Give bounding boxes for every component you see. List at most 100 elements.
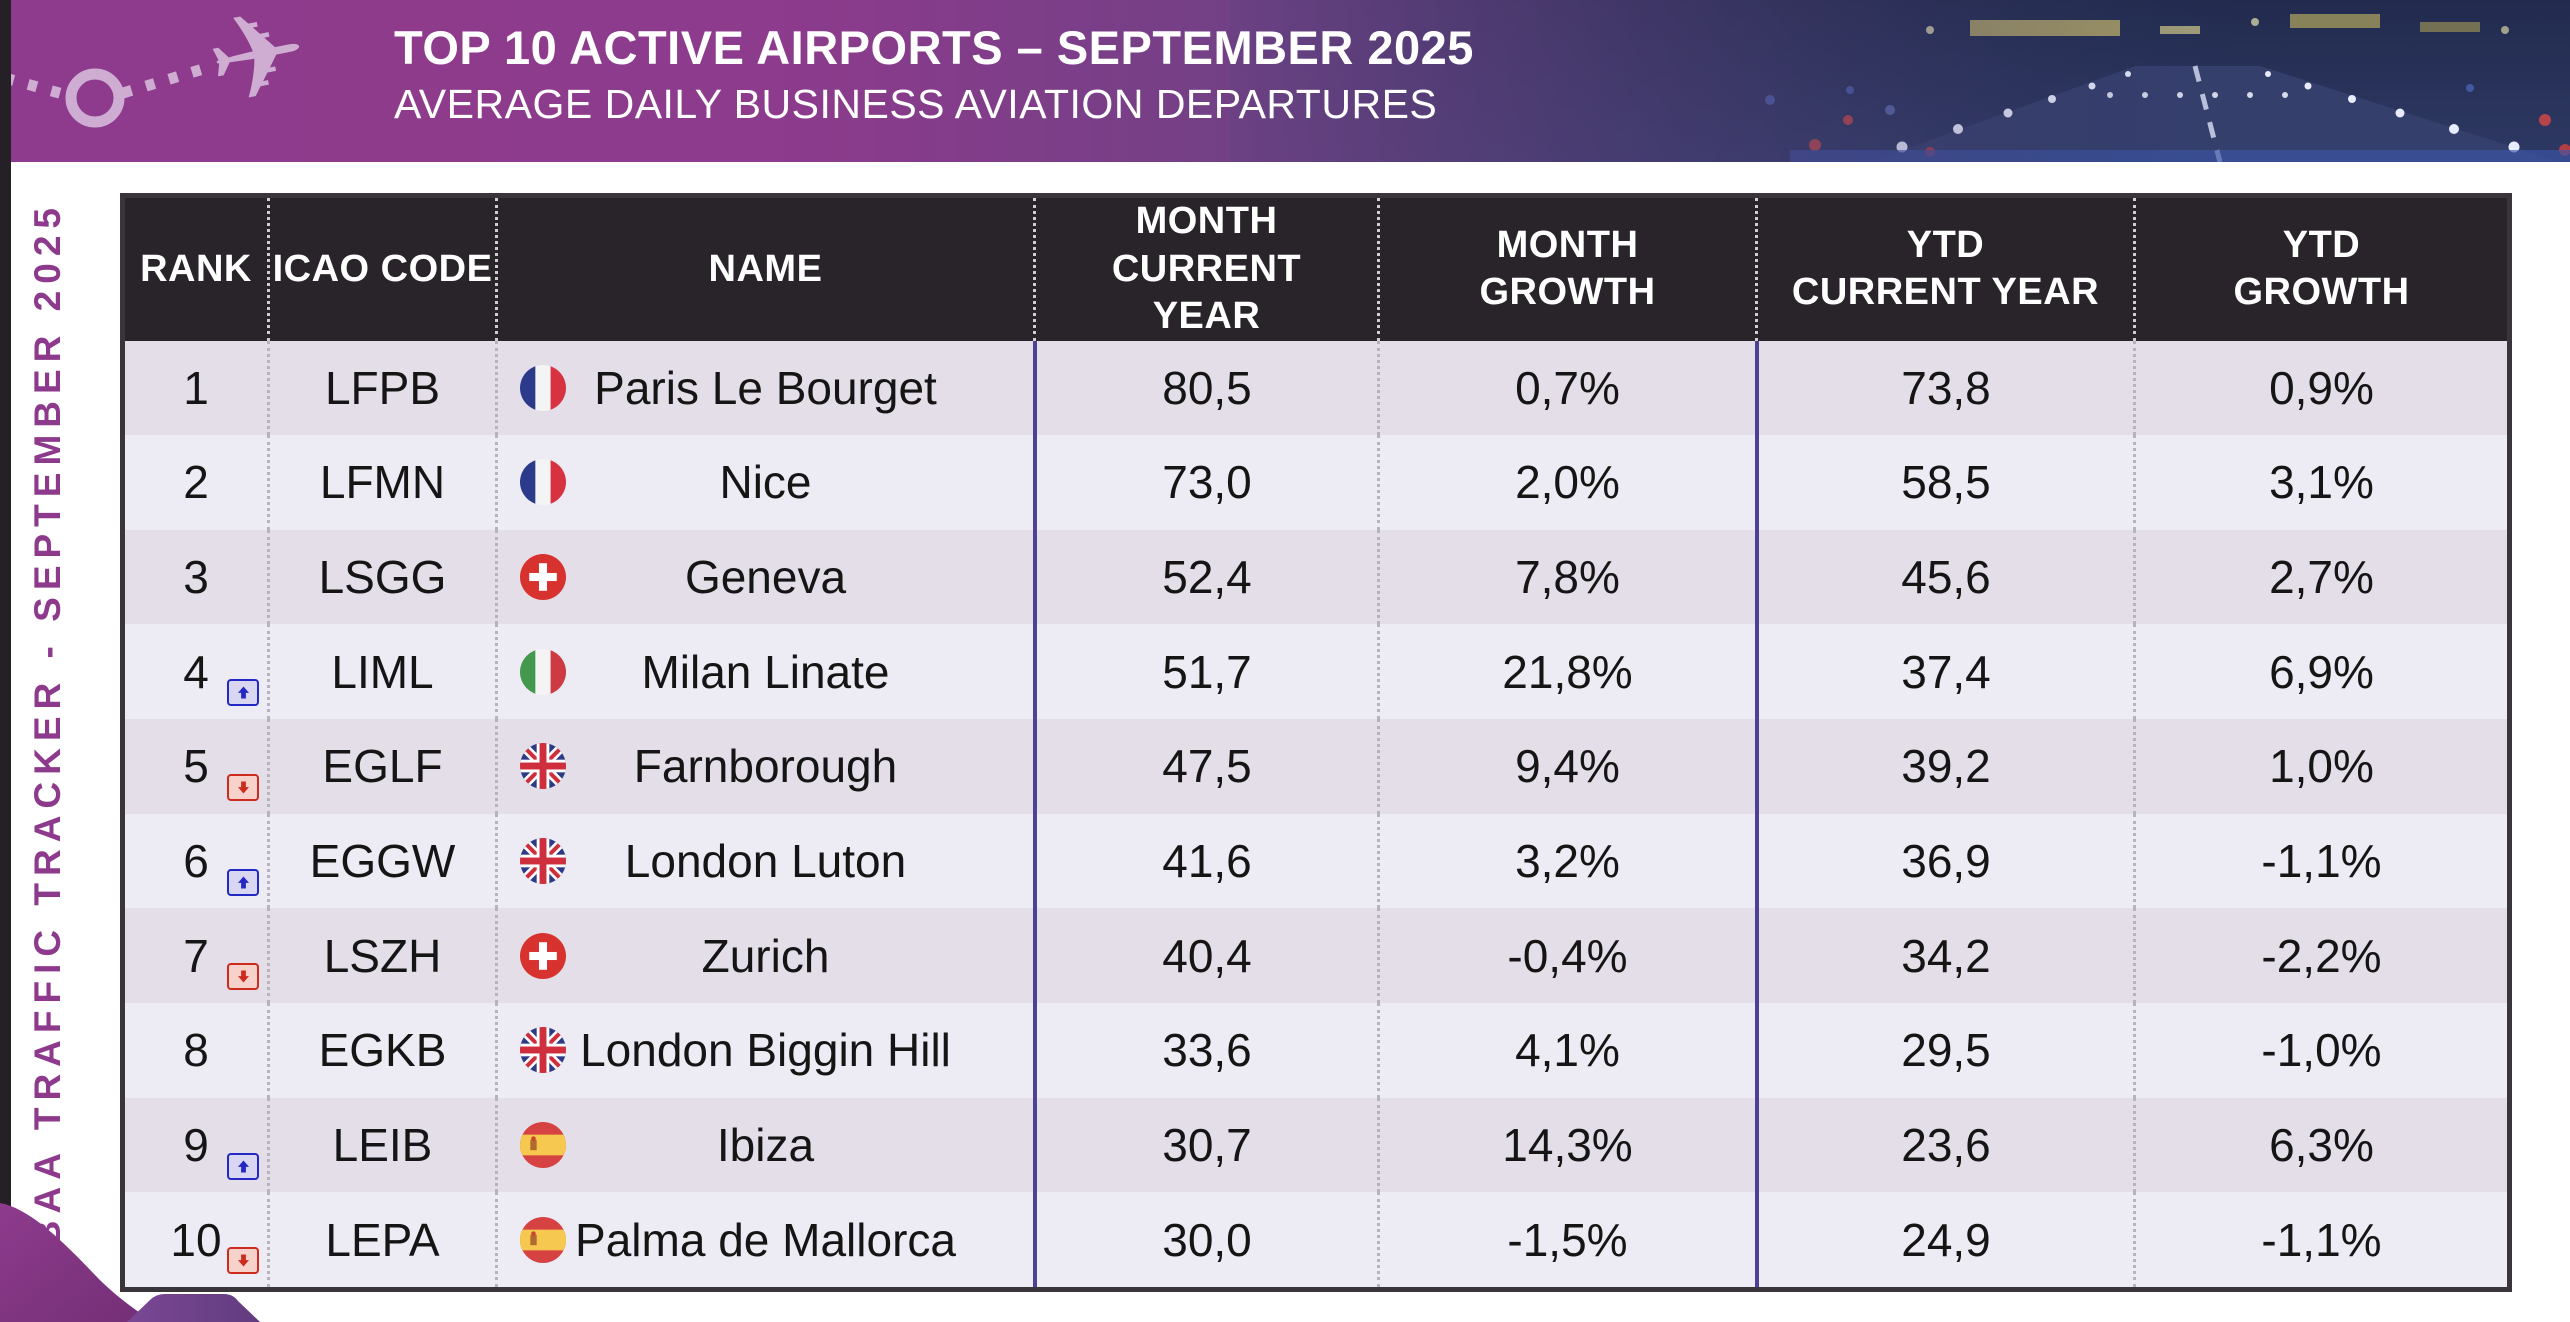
rank-cell: 8 xyxy=(125,1003,267,1098)
trail-ring-icon xyxy=(65,68,125,128)
rank-cell: 7 xyxy=(125,908,267,1003)
icao-cell: LSZH xyxy=(267,908,495,1004)
month-growth-value: 4,1% xyxy=(1515,1024,1620,1077)
rank-value: 1 xyxy=(183,361,209,414)
ytd-growth-cell: -1,0% xyxy=(2133,1003,2507,1098)
page-title: TOP 10 ACTIVE AIRPORTS – SEPTEMBER 2025 xyxy=(394,21,1474,74)
ytd-current-cell: 58,5 xyxy=(1755,435,2133,530)
rank-down-icon xyxy=(227,1247,259,1275)
ytd-current-value: 45,6 xyxy=(1901,551,1991,604)
rank-cell: 2 xyxy=(125,435,267,530)
column-header-name: NAME xyxy=(495,198,1033,341)
month-current-cell: 47,5 xyxy=(1033,719,1377,814)
airport-name-cell: Palma de Mallorca xyxy=(495,1192,1033,1288)
ytd-growth-cell: 2,7% xyxy=(2133,529,2507,625)
rank-cell: 5 xyxy=(125,719,267,814)
page-subtitle: AVERAGE DAILY BUSINESS AVIATION DEPARTUR… xyxy=(394,80,1438,127)
ytd-growth-cell: -1,1% xyxy=(2133,1192,2507,1288)
ytd-current-cell: 34,2 xyxy=(1755,908,2133,1004)
ytd-current-value: 39,2 xyxy=(1901,740,1991,793)
icao-cell: EGKB xyxy=(267,1003,495,1098)
airports-table: RANK ICAO CODE NAME MONTH CURRENT YEAR MONTH G… xyxy=(120,193,2512,1292)
rank-value: 7 xyxy=(183,929,209,982)
rank-value: 3 xyxy=(183,551,209,604)
header-banner: ✈ TOP 10 ACTIVE AIRPORTS – SEPTEMBER 202… xyxy=(11,0,2570,162)
table-row: 2 LFMN Nice 73,0 2,0% 58,5 3,1% xyxy=(125,435,2507,530)
month-current-value: 73,0 xyxy=(1162,456,1252,509)
airport-name: Palma de Mallorca xyxy=(575,1213,956,1266)
ytd-growth-cell: 3,1% xyxy=(2133,435,2507,530)
ytd-current-value: 23,6 xyxy=(1901,1119,1991,1172)
italy-flag-icon xyxy=(520,648,566,695)
airport-name: Milan Linate xyxy=(641,645,890,698)
table-row: 1 LFPB Paris Le Bourget 80,5 0,7% 73,8 0… xyxy=(125,340,2507,436)
airport-name-cell: Farnborough xyxy=(495,719,1033,814)
month-current-value: 30,0 xyxy=(1162,1213,1252,1266)
ytd-growth-cell: 6,3% xyxy=(2133,1097,2507,1193)
ytd-growth-cell: -1,1% xyxy=(2133,813,2507,909)
rank-up-icon xyxy=(227,868,259,896)
ytd-growth-value: 3,1% xyxy=(2269,456,2374,509)
table-row: 6 EGGW London Luton 41,6 3,2% 36,9 -1,1% xyxy=(125,813,2507,909)
side-vertical-label-text: EBAA TRAFFIC TRACKER - SEPTEMBER 2025 xyxy=(27,201,68,1279)
airport-name: Paris Le Bourget xyxy=(594,361,937,414)
icao-code: LIML xyxy=(331,645,434,698)
table-row: 9 LEIB Ibiza 30,7 14,3% 23,6 6,3% xyxy=(125,1097,2507,1193)
month-growth-value: -0,4% xyxy=(1507,929,1628,982)
rank-cell: 4 xyxy=(125,624,267,719)
month-growth-value: 3,2% xyxy=(1515,835,1620,888)
month-growth-value: 0,7% xyxy=(1515,361,1620,414)
column-header-month_growth: MONTH GROWTH xyxy=(1377,198,1755,341)
airport-name: Zurich xyxy=(701,929,830,982)
ytd-growth-value: -1,0% xyxy=(2261,1024,2382,1077)
rank-value: 4 xyxy=(183,645,209,698)
uk-flag-icon xyxy=(520,1027,566,1074)
month-growth-value: 14,3% xyxy=(1502,1119,1633,1172)
jet-trail-logo: ✈ xyxy=(11,0,319,134)
spain-flag-icon xyxy=(520,1122,566,1169)
icao-code: LFMN xyxy=(319,456,446,509)
airport-name: London Luton xyxy=(624,835,907,888)
icao-code: LEPA xyxy=(325,1213,440,1266)
airport-name-cell: London Biggin Hill xyxy=(495,1003,1033,1098)
ytd-growth-value: 6,9% xyxy=(2269,645,2374,698)
airport-name: Nice xyxy=(719,456,812,509)
column-header-icao: ICAO CODE xyxy=(267,198,495,341)
ytd-current-cell: 45,6 xyxy=(1755,529,2133,625)
airport-name: Farnborough xyxy=(633,740,898,793)
ytd-growth-cell: -2,2% xyxy=(2133,908,2507,1004)
airport-name: London Biggin Hill xyxy=(580,1024,951,1077)
icao-cell: LSGG xyxy=(267,529,495,625)
month-current-cell: 73,0 xyxy=(1033,435,1377,530)
rank-down-icon xyxy=(227,963,259,991)
airport-name-cell: Paris Le Bourget xyxy=(495,340,1033,436)
month-growth-cell: 21,8% xyxy=(1377,624,1755,720)
france-flag-icon xyxy=(520,364,566,411)
icao-code: LFPB xyxy=(324,361,441,414)
icao-code: EGGW xyxy=(309,835,456,888)
month-current-value: 40,4 xyxy=(1162,929,1252,982)
ytd-growth-value: 0,9% xyxy=(2269,361,2374,414)
icao-cell: EGLF xyxy=(267,719,495,814)
rank-cell: 6 xyxy=(125,814,267,909)
icao-cell: LEPA xyxy=(267,1192,495,1288)
airport-name: Geneva xyxy=(684,551,847,604)
spain-flag-icon xyxy=(520,1216,566,1263)
icao-code: LSZH xyxy=(323,929,442,982)
rank-down-icon xyxy=(227,774,259,802)
ytd-current-value: 29,5 xyxy=(1901,1024,1991,1077)
month-current-value: 47,5 xyxy=(1162,740,1252,793)
side-vertical-label: EBAA TRAFFIC TRACKER - SEPTEMBER 2025 xyxy=(8,190,88,1290)
left-edge-bar xyxy=(0,0,11,1322)
month-growth-value: 2,0% xyxy=(1515,456,1620,509)
month-growth-cell: -1,5% xyxy=(1377,1192,1755,1288)
airport-name-cell: Geneva xyxy=(495,529,1033,625)
month-growth-cell: 3,2% xyxy=(1377,813,1755,909)
ytd-current-value: 73,8 xyxy=(1901,361,1991,414)
ytd-current-cell: 73,8 xyxy=(1755,340,2133,436)
table-row: 10 LEPA Palma de Mallorca 30,0 -1,5% 24,… xyxy=(125,1192,2507,1288)
month-growth-cell: 2,0% xyxy=(1377,435,1755,530)
table-row: 3 LSGG Geneva 52,4 7,8% 45,6 2,7% xyxy=(125,529,2507,625)
rank-up-icon xyxy=(227,679,259,707)
icao-code: LEIB xyxy=(332,1119,433,1172)
